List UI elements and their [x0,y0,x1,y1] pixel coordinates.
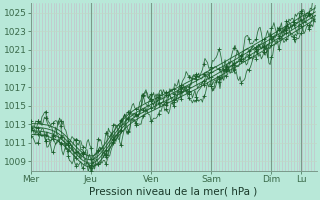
X-axis label: Pression niveau de la mer( hPa ): Pression niveau de la mer( hPa ) [90,187,258,197]
